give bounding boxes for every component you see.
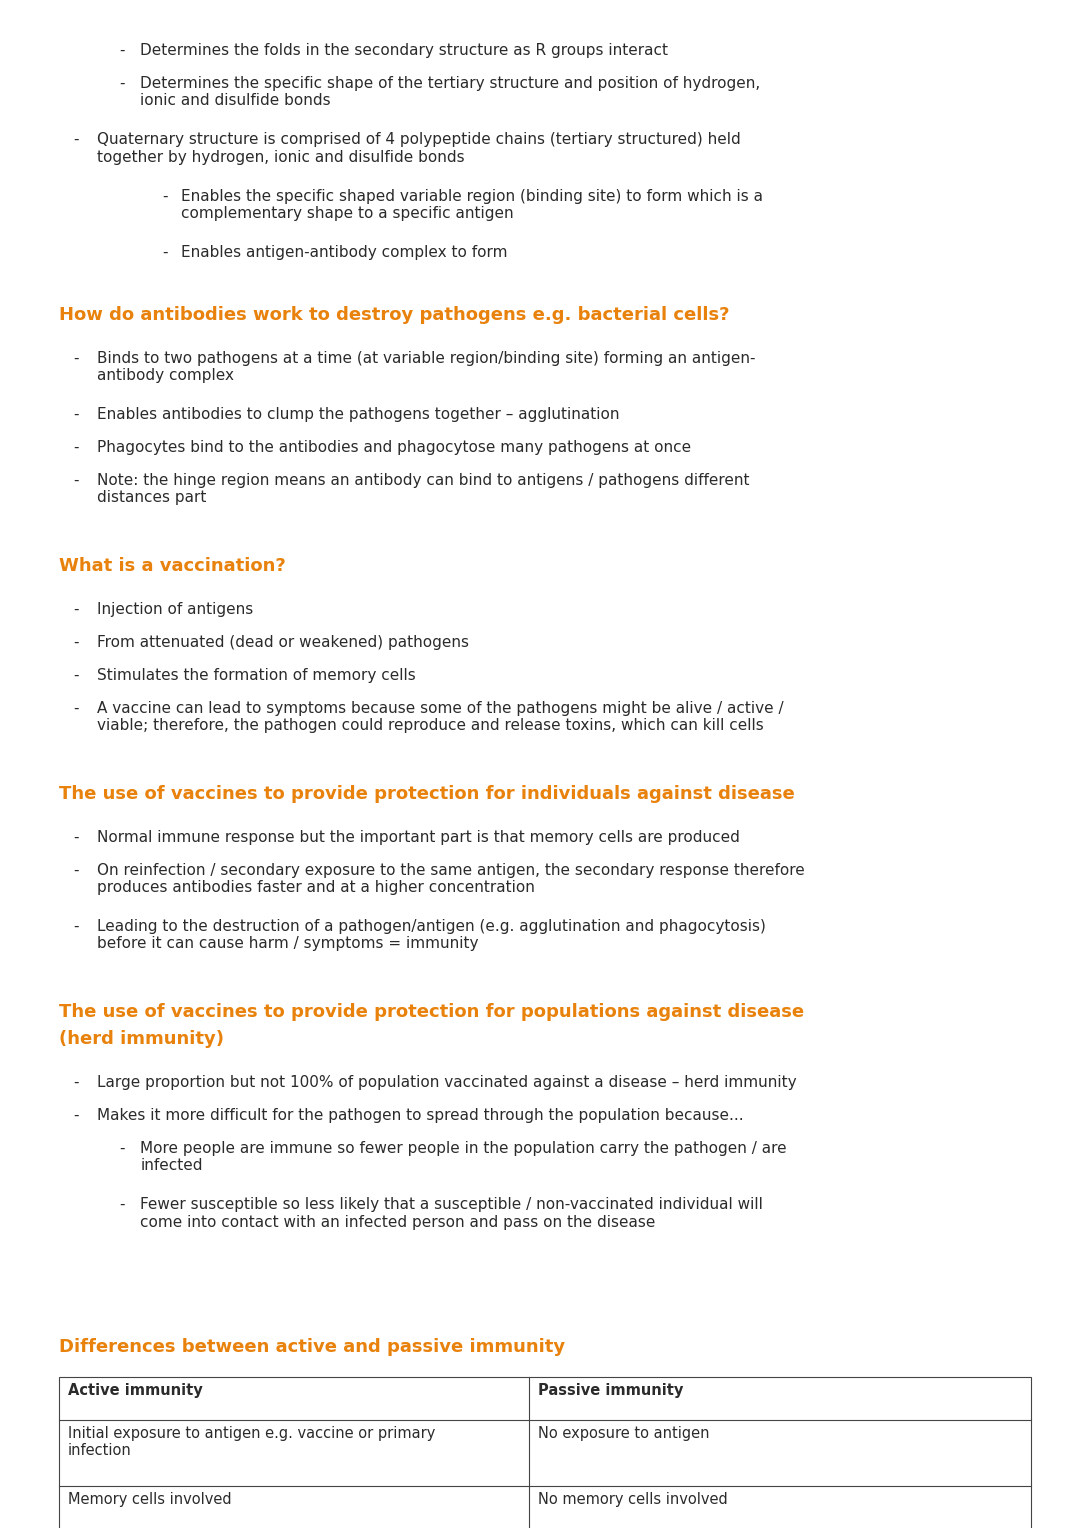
- Text: Initial exposure to antigen e.g. vaccine or primary
infection: Initial exposure to antigen e.g. vaccine…: [68, 1426, 435, 1458]
- Text: No exposure to antigen: No exposure to antigen: [538, 1426, 710, 1441]
- Text: -: -: [162, 189, 167, 203]
- Text: -: -: [73, 830, 79, 845]
- Text: More people are immune so fewer people in the population carry the pathogen / ar: More people are immune so fewer people i…: [140, 1141, 787, 1174]
- Text: Normal immune response but the important part is that memory cells are produced: Normal immune response but the important…: [97, 830, 740, 845]
- Text: Memory cells involved: Memory cells involved: [68, 1491, 232, 1507]
- Text: Enables the specific shaped variable region (binding site) to form which is a
co: Enables the specific shaped variable reg…: [181, 189, 764, 222]
- Text: -: -: [73, 636, 79, 649]
- Text: Enables antibodies to clump the pathogens together – agglutination: Enables antibodies to clump the pathogen…: [97, 408, 620, 422]
- Text: What is a vaccination?: What is a vaccination?: [59, 556, 286, 575]
- Text: -: -: [73, 408, 79, 422]
- Text: Differences between active and passive immunity: Differences between active and passive i…: [59, 1339, 566, 1355]
- Text: Active immunity: Active immunity: [68, 1383, 203, 1398]
- Text: Leading to the destruction of a pathogen/antigen (e.g. agglutination and phagocy: Leading to the destruction of a pathogen…: [97, 920, 766, 952]
- Text: -: -: [73, 668, 79, 683]
- Text: Determines the folds in the secondary structure as R groups interact: Determines the folds in the secondary st…: [140, 43, 669, 58]
- Text: -: -: [119, 1141, 124, 1155]
- Text: Large proportion but not 100% of population vaccinated against a disease – herd : Large proportion but not 100% of populat…: [97, 1076, 797, 1089]
- Text: -: -: [119, 75, 124, 90]
- Text: How do antibodies work to destroy pathogens e.g. bacterial cells?: How do antibodies work to destroy pathog…: [59, 306, 730, 324]
- Text: Quaternary structure is comprised of 4 polypeptide chains (tertiary structured) : Quaternary structure is comprised of 4 p…: [97, 131, 741, 165]
- Text: -: -: [162, 246, 167, 260]
- Text: (herd immunity): (herd immunity): [59, 1030, 225, 1048]
- Text: Injection of antigens: Injection of antigens: [97, 602, 254, 617]
- Text: Phagocytes bind to the antibodies and phagocytose many pathogens at once: Phagocytes bind to the antibodies and ph…: [97, 440, 691, 455]
- Text: The use of vaccines to provide protection for individuals against disease: The use of vaccines to provide protectio…: [59, 784, 795, 802]
- Text: -: -: [119, 1198, 124, 1212]
- Text: On reinfection / secondary exposure to the same antigen, the secondary response : On reinfection / secondary exposure to t…: [97, 862, 805, 895]
- Text: Enables antigen-antibody complex to form: Enables antigen-antibody complex to form: [181, 246, 508, 260]
- Text: Note: the hinge region means an antibody can bind to antigens / pathogens differ: Note: the hinge region means an antibody…: [97, 472, 750, 506]
- Text: Passive immunity: Passive immunity: [538, 1383, 684, 1398]
- Text: -: -: [73, 131, 79, 147]
- Text: -: -: [73, 440, 79, 455]
- Text: -: -: [73, 1076, 79, 1089]
- Text: -: -: [73, 472, 79, 487]
- Text: Determines the specific shape of the tertiary structure and position of hydrogen: Determines the specific shape of the ter…: [140, 75, 760, 108]
- Text: No memory cells involved: No memory cells involved: [538, 1491, 728, 1507]
- Text: -: -: [73, 700, 79, 715]
- Text: -: -: [73, 920, 79, 934]
- Bar: [59, 1377, 1031, 1528]
- Text: From attenuated (dead or weakened) pathogens: From attenuated (dead or weakened) patho…: [97, 636, 469, 649]
- Text: Fewer susceptible so less likely that a susceptible / non-vaccinated individual : Fewer susceptible so less likely that a …: [140, 1198, 764, 1230]
- Text: -: -: [73, 351, 79, 365]
- Text: The use of vaccines to provide protection for populations against disease: The use of vaccines to provide protectio…: [59, 1004, 805, 1021]
- Text: Binds to two pathogens at a time (at variable region/binding site) forming an an: Binds to two pathogens at a time (at var…: [97, 351, 756, 384]
- Text: -: -: [73, 862, 79, 877]
- Text: A vaccine can lead to symptoms because some of the pathogens might be alive / ac: A vaccine can lead to symptoms because s…: [97, 700, 784, 733]
- Text: Stimulates the formation of memory cells: Stimulates the formation of memory cells: [97, 668, 416, 683]
- Text: Makes it more difficult for the pathogen to spread through the population becaus: Makes it more difficult for the pathogen…: [97, 1108, 744, 1123]
- Text: -: -: [73, 602, 79, 617]
- Text: -: -: [73, 1108, 79, 1123]
- Text: -: -: [119, 43, 124, 58]
